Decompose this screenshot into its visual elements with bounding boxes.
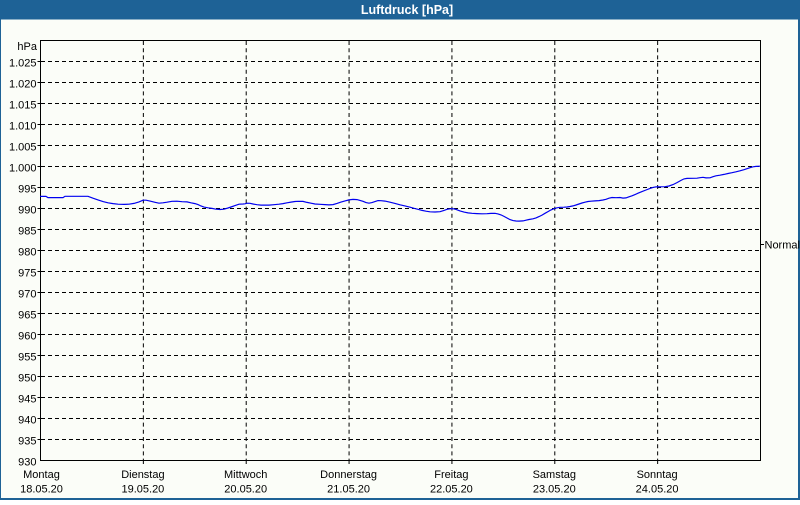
svg-text:995: 995 bbox=[18, 184, 36, 196]
svg-text:935: 935 bbox=[18, 436, 36, 448]
svg-text:950: 950 bbox=[18, 373, 36, 385]
svg-text:hPa: hPa bbox=[17, 41, 37, 53]
svg-text:Sonntag: Sonntag bbox=[637, 469, 678, 481]
svg-text:1.005: 1.005 bbox=[9, 142, 37, 154]
svg-text:965: 965 bbox=[18, 310, 36, 322]
svg-text:1.025: 1.025 bbox=[9, 58, 37, 70]
svg-text:Freitag: Freitag bbox=[434, 469, 468, 481]
svg-text:Dienstag: Dienstag bbox=[121, 469, 164, 481]
svg-text:Luftdruck [hPa]: Luftdruck [hPa] bbox=[361, 3, 453, 17]
svg-text:24.05.20: 24.05.20 bbox=[636, 484, 679, 496]
svg-text:Normal: Normal bbox=[765, 240, 800, 252]
svg-text:Mittwoch: Mittwoch bbox=[224, 469, 267, 481]
svg-text:18.05.20: 18.05.20 bbox=[20, 484, 63, 496]
svg-text:985: 985 bbox=[18, 226, 36, 238]
svg-text:970: 970 bbox=[18, 289, 36, 301]
svg-text:955: 955 bbox=[18, 352, 36, 364]
svg-text:1.010: 1.010 bbox=[9, 121, 37, 133]
svg-text:980: 980 bbox=[18, 247, 36, 259]
svg-text:Montag: Montag bbox=[23, 469, 60, 481]
svg-text:Donnerstag: Donnerstag bbox=[320, 469, 377, 481]
svg-text:1.015: 1.015 bbox=[9, 100, 37, 112]
svg-text:21.05.20: 21.05.20 bbox=[327, 484, 370, 496]
svg-text:1.000: 1.000 bbox=[9, 163, 37, 175]
svg-text:990: 990 bbox=[18, 205, 36, 217]
svg-text:19.05.20: 19.05.20 bbox=[121, 484, 164, 496]
svg-text:930: 930 bbox=[18, 457, 36, 469]
svg-text:940: 940 bbox=[18, 415, 36, 427]
svg-text:Samstag: Samstag bbox=[533, 469, 576, 481]
svg-text:23.05.20: 23.05.20 bbox=[533, 484, 576, 496]
svg-text:1.020: 1.020 bbox=[9, 79, 37, 91]
svg-text:960: 960 bbox=[18, 331, 36, 343]
svg-text:945: 945 bbox=[18, 394, 36, 406]
svg-text:20.05.20: 20.05.20 bbox=[224, 484, 267, 496]
svg-text:975: 975 bbox=[18, 268, 36, 280]
svg-text:22.05.20: 22.05.20 bbox=[430, 484, 473, 496]
